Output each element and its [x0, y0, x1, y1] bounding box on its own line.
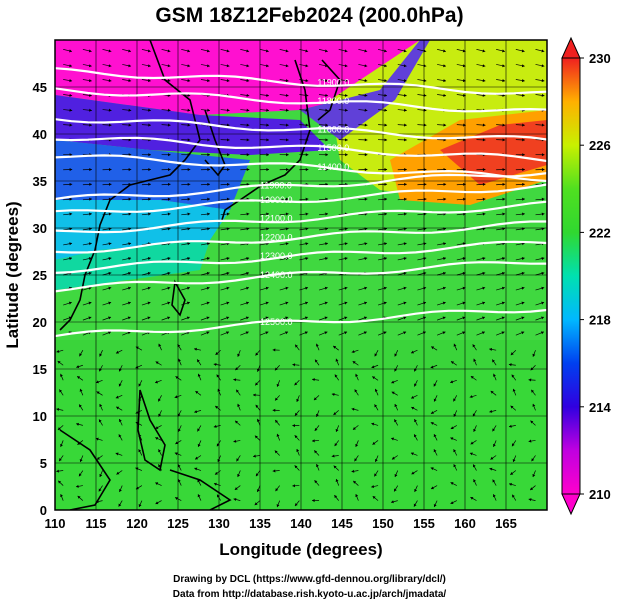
y-tick-label: 0: [40, 503, 47, 518]
y-tick-label: 30: [33, 221, 47, 236]
contour-label: 12300.0: [260, 251, 293, 261]
contour-line: [55, 154, 547, 183]
colorbar-tick-label: 210: [589, 487, 611, 502]
x-tick-label: 135: [249, 516, 271, 531]
y-tick-label: 40: [33, 127, 47, 142]
contour-line: [55, 308, 547, 338]
contour-label: 11400.0: [317, 162, 349, 172]
colorbar-tick-label: 222: [589, 225, 611, 240]
x-tick-label: 160: [454, 516, 476, 531]
x-tick-label: 140: [290, 516, 312, 531]
x-tick-label: 150: [372, 516, 394, 531]
colorbar-bottom-arrow: [561, 493, 581, 516]
borneo-coastline: [59, 429, 111, 510]
x-tick-label: 145: [331, 516, 353, 531]
y-tick-label: 10: [33, 409, 47, 424]
contour-line: [55, 220, 547, 254]
x-tick-label: 110: [45, 516, 66, 531]
y-tick-labels: 0 5 10 15 20 25 30 35 40 45: [33, 80, 47, 518]
contour-label: 12000.0: [260, 195, 293, 205]
contour-label: 11800.0: [317, 96, 349, 106]
y-tick-label: 45: [33, 80, 47, 95]
x-tick-label: 120: [126, 516, 148, 531]
contour-label: 12500.0: [260, 317, 293, 327]
contour-line: [55, 261, 547, 293]
contour-line: [55, 183, 547, 213]
credit-line-1: Drawing by DCL (https://www.gfd-dennou.o…: [173, 574, 446, 585]
colorbar: 230 226 222 218 214 210: [561, 36, 611, 516]
contour-label: 12100.0: [260, 214, 293, 224]
contour-label: 11900.0: [317, 77, 349, 87]
colorbar-top-arrow: [561, 36, 581, 59]
contour-label: 12400.0: [260, 270, 293, 280]
x-tick-label: 115: [86, 516, 107, 531]
colorbar-tick-labels: 230 226 222 218 214 210: [580, 51, 611, 502]
colorbar-tick-label: 230: [589, 51, 611, 66]
x-tick-label: 125: [167, 516, 189, 531]
philippines-coastline: [137, 389, 166, 472]
contour-label: 11900.0: [260, 181, 292, 191]
contour-label: 11500.0: [317, 143, 349, 153]
colorbar-tick-label: 214: [589, 400, 611, 415]
contour-line: [55, 200, 547, 234]
map-title: GSM 18Z12Feb2024 (200.0hPa): [155, 4, 464, 27]
contour-line: [55, 118, 547, 141]
sulawesi-coastline: [169, 469, 232, 510]
y-tick-label: 35: [33, 174, 47, 189]
hokkaido-coastline: [317, 59, 341, 121]
y-axis-label: Latitude (degrees): [3, 201, 22, 348]
contour-line: [55, 240, 547, 274]
x-axis-label: Longitude (degrees): [219, 540, 382, 559]
contour-label: 11600.0: [317, 124, 349, 134]
contour-line: [55, 136, 547, 163]
colorbar-tick-label: 226: [589, 138, 611, 153]
x-tick-label: 155: [413, 516, 435, 531]
x-tick-labels: 110 115 120 125 130 135 140 145 150 155 160 165: [45, 516, 517, 531]
contour-label: 12200.0: [260, 232, 293, 242]
colorbar-body: [561, 57, 581, 495]
contour-line: [55, 87, 547, 113]
plot-frame: [54, 39, 548, 511]
y-tick-label: 15: [33, 362, 47, 377]
contour-line: [55, 172, 547, 201]
geopotential-contours: 11900.0 11800.0 11600.0 11500.0 11400.0 11900…: [55, 67, 547, 338]
contour-line: [55, 67, 547, 95]
asia-coastline: [59, 40, 201, 331]
taiwan-coastline: [171, 279, 186, 317]
credit-line-2: Data from http://database.rish.kyoto-u.a…: [172, 589, 447, 600]
y-tick-label: 20: [33, 315, 47, 330]
y-tick-label: 25: [33, 268, 47, 283]
colorbar-tick-label: 218: [589, 313, 611, 328]
x-tick-label: 130: [208, 516, 230, 531]
y-tick-label: 5: [40, 456, 47, 471]
x-tick-label: 165: [495, 516, 517, 531]
